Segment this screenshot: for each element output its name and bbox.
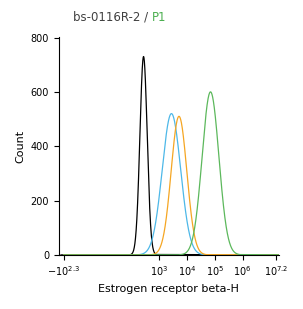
- Y-axis label: Count: Count: [15, 129, 25, 163]
- Text: bs-0116R-2 /: bs-0116R-2 /: [73, 11, 152, 24]
- Text: P1: P1: [152, 11, 166, 24]
- X-axis label: Estrogen receptor beta-H: Estrogen receptor beta-H: [98, 284, 239, 294]
